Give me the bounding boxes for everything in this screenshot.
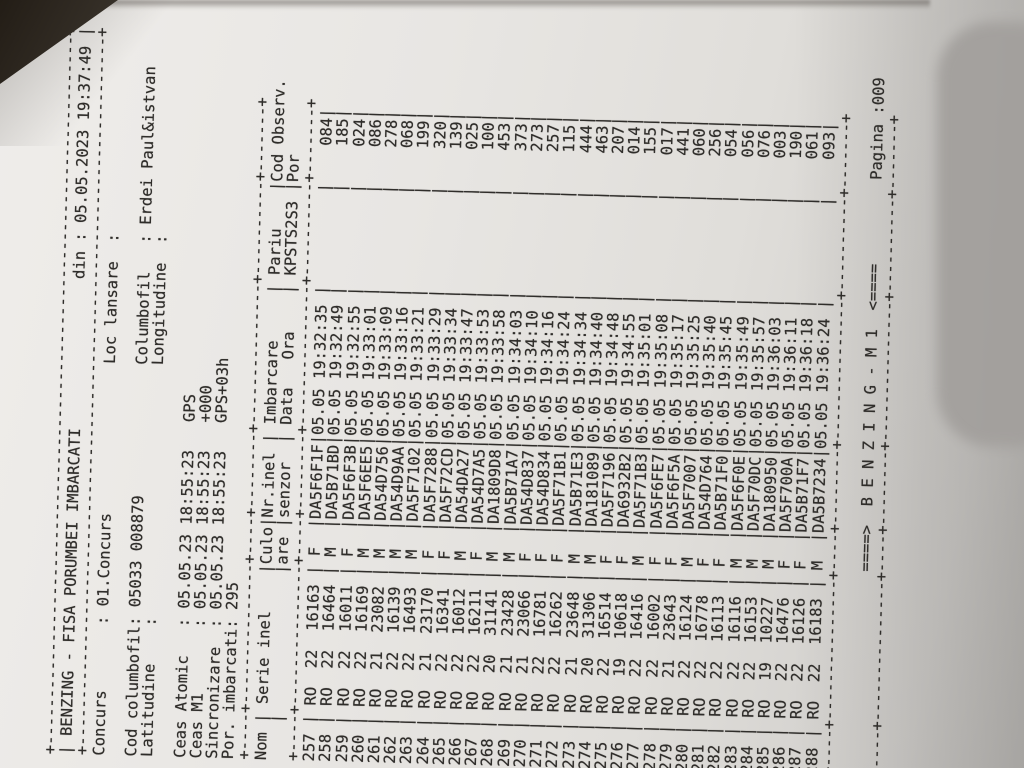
paper-top-edge-shadow [100,0,930,9]
printout-text: +---------------------------------------… [41,26,904,768]
object-shadow-blob [937,22,1024,447]
